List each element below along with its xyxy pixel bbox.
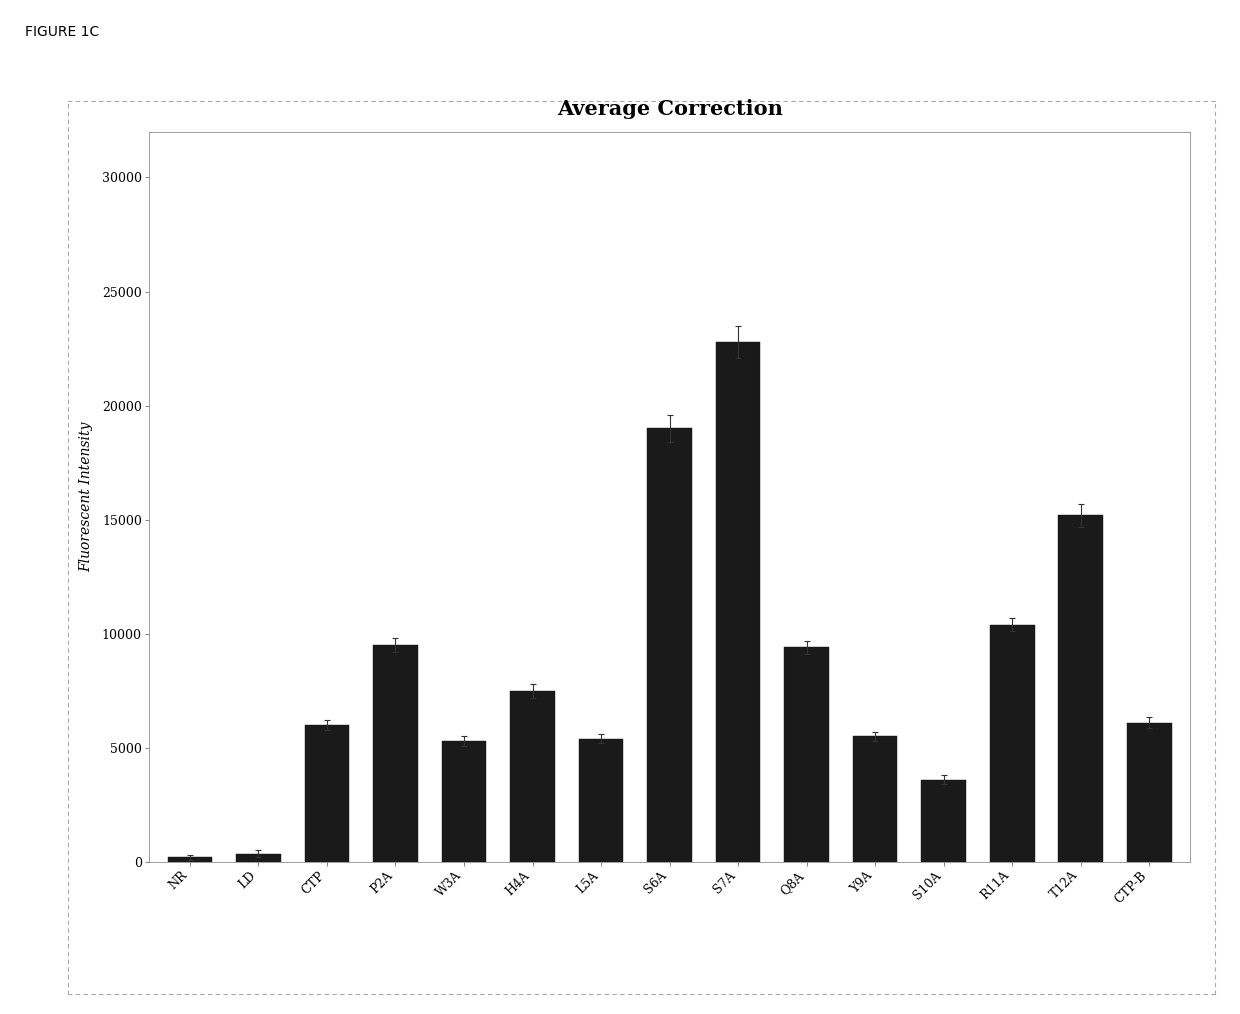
Bar <box>853 736 898 862</box>
Bar <box>647 429 692 862</box>
Bar <box>785 648 828 862</box>
Bar <box>1059 515 1104 862</box>
Text: FIGURE 1C: FIGURE 1C <box>25 25 99 40</box>
Bar <box>236 854 280 862</box>
Bar <box>990 625 1034 862</box>
Bar <box>305 725 350 862</box>
Bar <box>373 645 418 862</box>
Bar <box>579 738 624 862</box>
Title: Average Correction: Average Correction <box>557 99 782 120</box>
Y-axis label: Fluorescent Intensity: Fluorescent Intensity <box>79 422 93 572</box>
Bar <box>715 342 760 862</box>
Bar <box>921 780 966 862</box>
Bar <box>441 741 486 862</box>
Bar <box>1127 723 1172 862</box>
Bar <box>167 858 212 862</box>
Bar <box>511 691 554 862</box>
